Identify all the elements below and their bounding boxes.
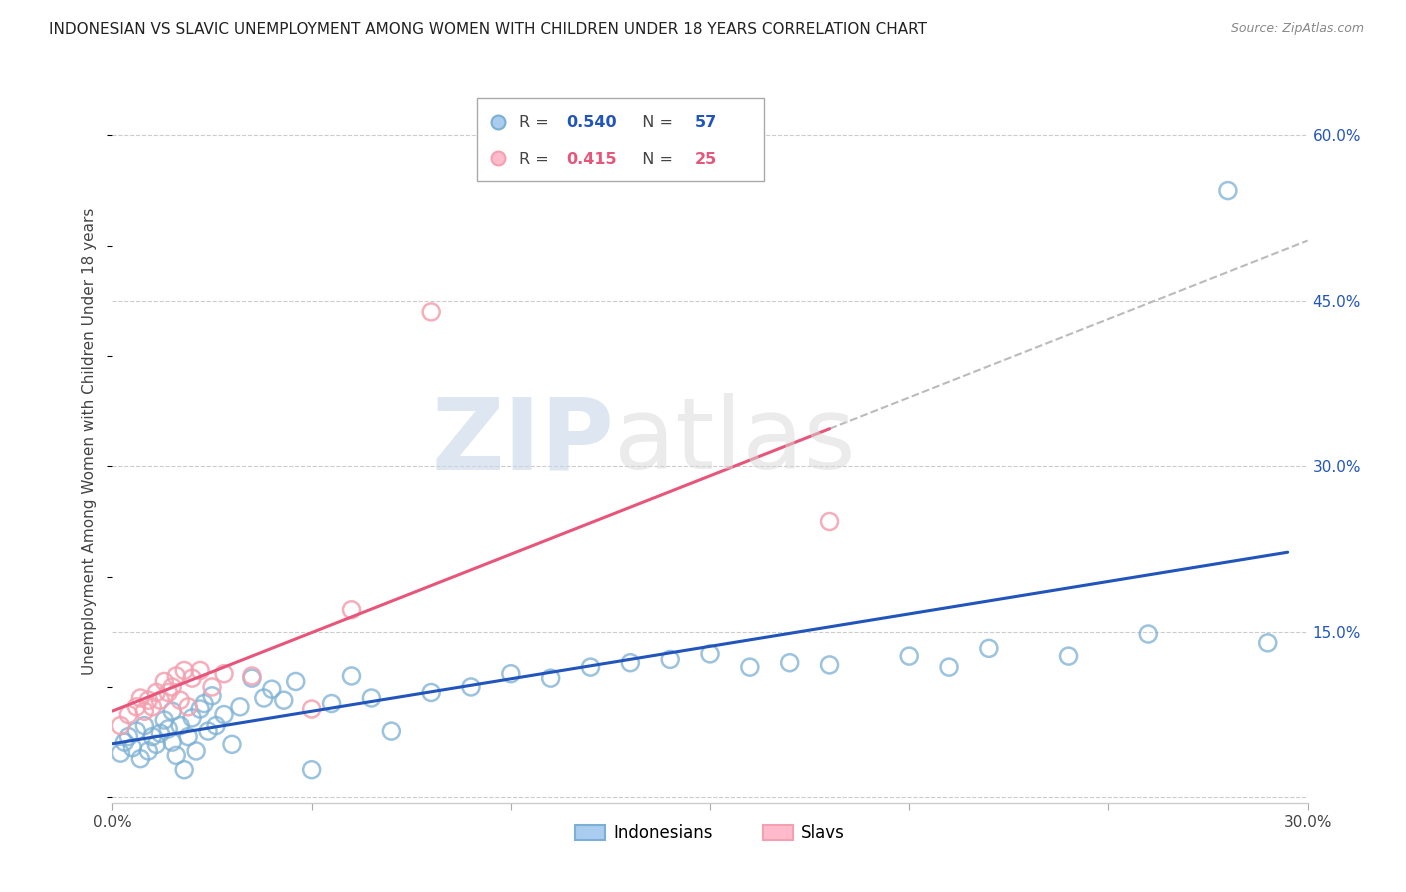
Point bbox=[138, 693, 160, 707]
Point bbox=[898, 649, 921, 664]
Point bbox=[301, 702, 323, 716]
Text: N =: N = bbox=[633, 152, 679, 167]
Text: N =: N = bbox=[633, 115, 679, 130]
Point bbox=[301, 763, 323, 777]
Point bbox=[125, 724, 148, 739]
Point bbox=[659, 652, 682, 666]
Point bbox=[134, 718, 156, 732]
Point bbox=[169, 718, 191, 732]
Point bbox=[141, 730, 163, 744]
Point bbox=[205, 718, 228, 732]
Point bbox=[253, 691, 276, 706]
Point bbox=[240, 671, 263, 685]
Point bbox=[1137, 627, 1160, 641]
Point bbox=[1057, 649, 1080, 664]
Point bbox=[188, 702, 211, 716]
Point bbox=[938, 660, 960, 674]
Point bbox=[818, 657, 841, 672]
Point bbox=[141, 699, 163, 714]
Y-axis label: Unemployment Among Women with Children Under 18 years: Unemployment Among Women with Children U… bbox=[82, 208, 97, 675]
Point bbox=[340, 603, 363, 617]
Point bbox=[212, 707, 235, 722]
Point bbox=[240, 669, 263, 683]
Point bbox=[460, 680, 482, 694]
Text: 25: 25 bbox=[695, 152, 717, 167]
Point bbox=[129, 691, 152, 706]
Point bbox=[188, 664, 211, 678]
Point bbox=[110, 718, 132, 732]
Point bbox=[145, 737, 167, 751]
Point bbox=[284, 674, 307, 689]
Point bbox=[162, 704, 183, 718]
Text: R =: R = bbox=[519, 115, 554, 130]
Point bbox=[157, 722, 180, 736]
Point bbox=[340, 669, 363, 683]
Point bbox=[221, 737, 243, 751]
Point bbox=[165, 669, 187, 683]
Point bbox=[201, 689, 224, 703]
Point bbox=[420, 305, 443, 319]
Point bbox=[121, 740, 143, 755]
Point bbox=[149, 726, 172, 740]
Point bbox=[229, 699, 252, 714]
Point bbox=[173, 763, 195, 777]
Text: 57: 57 bbox=[695, 115, 717, 130]
Text: INDONESIAN VS SLAVIC UNEMPLOYMENT AMONG WOMEN WITH CHILDREN UNDER 18 YEARS CORRE: INDONESIAN VS SLAVIC UNEMPLOYMENT AMONG … bbox=[49, 22, 927, 37]
Point bbox=[129, 752, 152, 766]
Point bbox=[186, 744, 208, 758]
Point bbox=[779, 656, 801, 670]
Point bbox=[181, 671, 204, 685]
Point bbox=[201, 680, 224, 694]
Point bbox=[540, 671, 562, 685]
Point bbox=[380, 724, 402, 739]
Point bbox=[173, 664, 195, 678]
Point bbox=[420, 685, 443, 699]
Point bbox=[197, 724, 219, 739]
Point bbox=[193, 697, 215, 711]
Point bbox=[321, 697, 343, 711]
Point bbox=[165, 748, 187, 763]
Point bbox=[145, 685, 167, 699]
Point bbox=[212, 666, 235, 681]
Point bbox=[699, 647, 721, 661]
Point bbox=[619, 656, 641, 670]
Point bbox=[1257, 636, 1279, 650]
Text: 0.540: 0.540 bbox=[567, 115, 617, 130]
Point bbox=[977, 641, 1000, 656]
Point bbox=[149, 693, 172, 707]
Point bbox=[117, 707, 139, 722]
FancyBboxPatch shape bbox=[477, 98, 763, 181]
Point bbox=[110, 746, 132, 760]
Point bbox=[138, 744, 160, 758]
Legend: Indonesians, Slavs: Indonesians, Slavs bbox=[568, 817, 852, 848]
Text: ZIP: ZIP bbox=[432, 393, 614, 490]
Text: 0.415: 0.415 bbox=[567, 152, 617, 167]
Point bbox=[114, 735, 135, 749]
Point bbox=[360, 691, 382, 706]
Point bbox=[153, 674, 176, 689]
Point bbox=[177, 699, 200, 714]
Point bbox=[273, 693, 295, 707]
Text: Source: ZipAtlas.com: Source: ZipAtlas.com bbox=[1230, 22, 1364, 36]
Point bbox=[153, 713, 176, 727]
Text: atlas: atlas bbox=[614, 393, 856, 490]
Point bbox=[579, 660, 602, 674]
Point bbox=[177, 730, 200, 744]
Point bbox=[157, 685, 180, 699]
Point bbox=[1216, 184, 1239, 198]
Point bbox=[181, 711, 204, 725]
Point bbox=[499, 666, 522, 681]
Point bbox=[169, 693, 191, 707]
Point bbox=[260, 682, 283, 697]
Text: R =: R = bbox=[519, 152, 554, 167]
Point bbox=[162, 680, 183, 694]
Point bbox=[117, 730, 139, 744]
Point bbox=[125, 699, 148, 714]
Point bbox=[738, 660, 761, 674]
Point bbox=[818, 515, 841, 529]
Point bbox=[162, 735, 183, 749]
Point bbox=[134, 704, 156, 718]
